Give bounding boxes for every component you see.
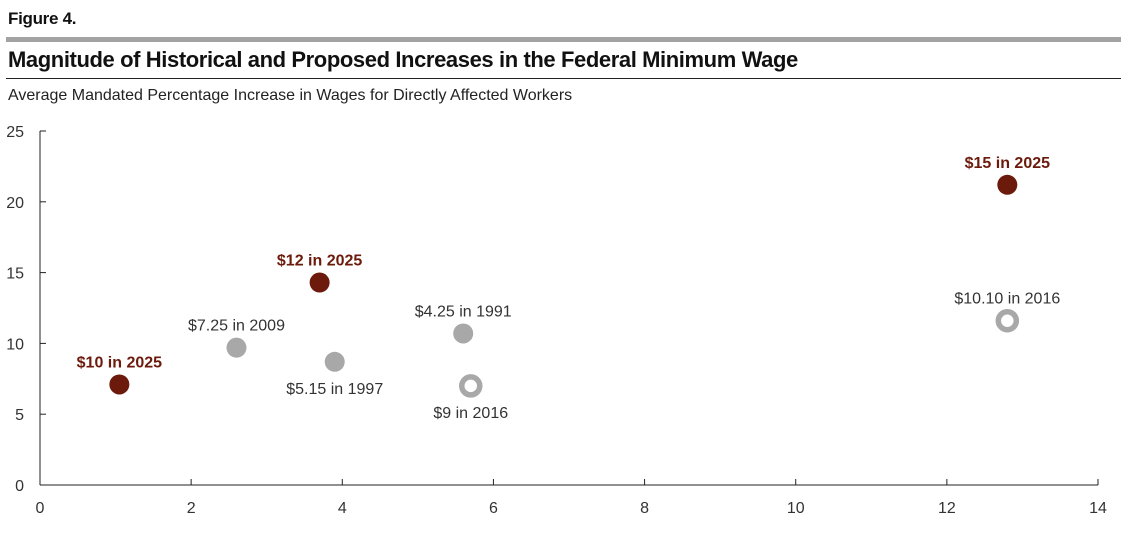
x-tick-label: 14: [1089, 500, 1107, 517]
data-point-label: $4.25 in 1991: [415, 303, 512, 320]
data-point-historical: [226, 337, 247, 358]
x-tick-label: 2: [187, 500, 196, 517]
x-tick-label: 10: [787, 500, 805, 517]
data-point-proposed: [997, 174, 1018, 195]
y-tick-label: 0: [15, 478, 24, 495]
axes: 0 5 10 15 20 25 0 2 4 6 8 10 12 14: [6, 124, 1107, 517]
data-points: $10 in 2025 $12 in 2025 $15 in 2025 $7.25 i…: [77, 155, 1061, 422]
title-rule: [6, 78, 1121, 79]
data-point-label: $10.10 in 2016: [954, 291, 1060, 308]
data-point-label: $9 in 2016: [433, 405, 508, 422]
chart-title: Magnitude of Historical and Proposed Inc…: [8, 47, 798, 72]
y-tick-label: 25: [6, 124, 24, 141]
y-tick-label: 20: [6, 195, 24, 212]
figure-label: Figure 4.: [8, 9, 77, 28]
data-point-proposed: [109, 374, 130, 395]
data-point-historical: [453, 323, 474, 344]
data-point-label: $10 in 2025: [77, 354, 163, 371]
x-tick-label: 0: [36, 500, 45, 517]
y-tick-label: 5: [15, 407, 24, 424]
data-point-hollow: [995, 308, 1020, 333]
x-tick-label: 8: [640, 500, 649, 517]
x-tick-label: 12: [938, 500, 956, 517]
x-tick-label: 4: [338, 500, 347, 517]
chart-subtitle: Average Mandated Percentage Increase in …: [8, 87, 573, 104]
top-rule: [6, 37, 1121, 42]
data-point-historical: [324, 351, 345, 372]
data-point-label: $12 in 2025: [277, 253, 363, 270]
y-tick-label: 10: [6, 336, 24, 353]
data-point-label: $5.15 in 1997: [286, 381, 383, 398]
data-point-proposed: [309, 272, 330, 293]
data-point-hollow: [459, 374, 483, 398]
data-point-label: $7.25 in 2009: [188, 318, 285, 335]
data-point-label: $15 in 2025: [965, 155, 1051, 172]
y-tick-label: 15: [6, 266, 24, 283]
x-tick-label: 6: [489, 500, 498, 517]
